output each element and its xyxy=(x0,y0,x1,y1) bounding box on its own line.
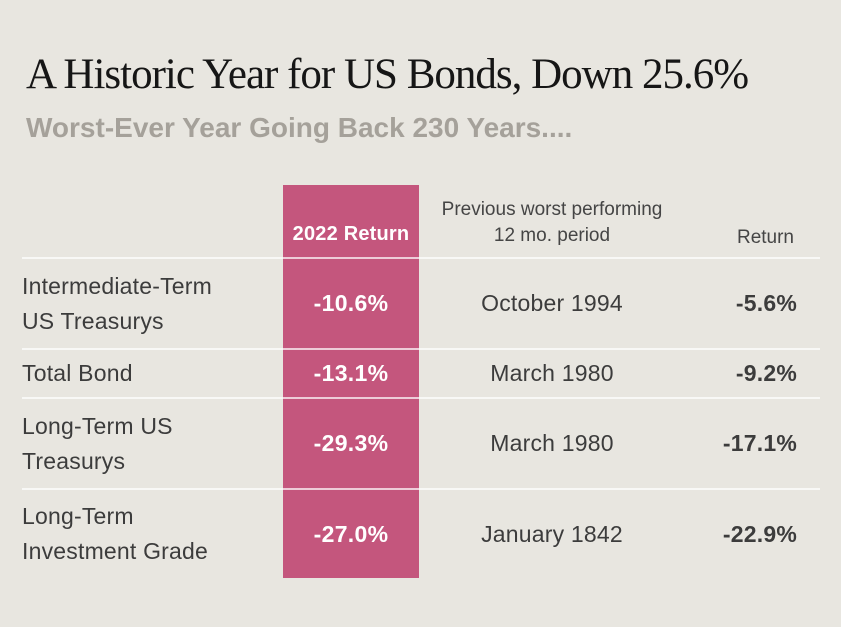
cell-prev-return: -22.9% xyxy=(685,488,820,578)
bonds-table: 2022 Return Previous worst performing 12… xyxy=(22,185,820,578)
table-row: Long-Term Investment Grade -27.0% Januar… xyxy=(22,488,820,578)
cell-prev-return: -5.6% xyxy=(685,257,820,348)
cell-prev-period: March 1980 xyxy=(419,348,685,397)
row-label: Long-Term Investment Grade xyxy=(22,488,283,578)
col-header-return: Return xyxy=(736,227,794,248)
cell-prev-period: January 1842 xyxy=(419,488,685,578)
cell-prev-return: -17.1% xyxy=(685,397,820,488)
table-row: Total Bond -13.1% March 1980 -9.2% xyxy=(22,348,820,397)
page-subtitle: Worst-Ever Year Going Back 230 Years.... xyxy=(26,112,573,143)
col-header-prev-period: Previous worst performing 12 mo. period xyxy=(441,199,663,246)
cell-prev-period: March 1980 xyxy=(419,397,685,488)
cell-2022-return: -13.1% xyxy=(283,348,419,397)
empty-header-cell xyxy=(22,185,283,257)
cell-2022-return: -10.6% xyxy=(283,257,419,348)
table-row: Intermediate-Term US Treasurys -10.6% Oc… xyxy=(22,257,820,348)
page-title: A Historic Year for US Bonds, Down 25.6% xyxy=(26,51,749,98)
cell-prev-period: October 1994 xyxy=(419,257,685,348)
row-label: Total Bond xyxy=(22,348,283,397)
cell-prev-return: -9.2% xyxy=(685,348,820,397)
col-header-2022-return: 2022 Return xyxy=(283,185,419,257)
table-row: Long-Term US Treasurys -29.3% March 1980… xyxy=(22,397,820,488)
cell-2022-return: -27.0% xyxy=(283,488,419,578)
row-label: Long-Term US Treasurys xyxy=(22,397,283,488)
table-header-row: 2022 Return Previous worst performing 12… xyxy=(22,185,820,257)
cell-2022-return: -29.3% xyxy=(283,397,419,488)
row-label: Intermediate-Term US Treasurys xyxy=(22,257,283,348)
